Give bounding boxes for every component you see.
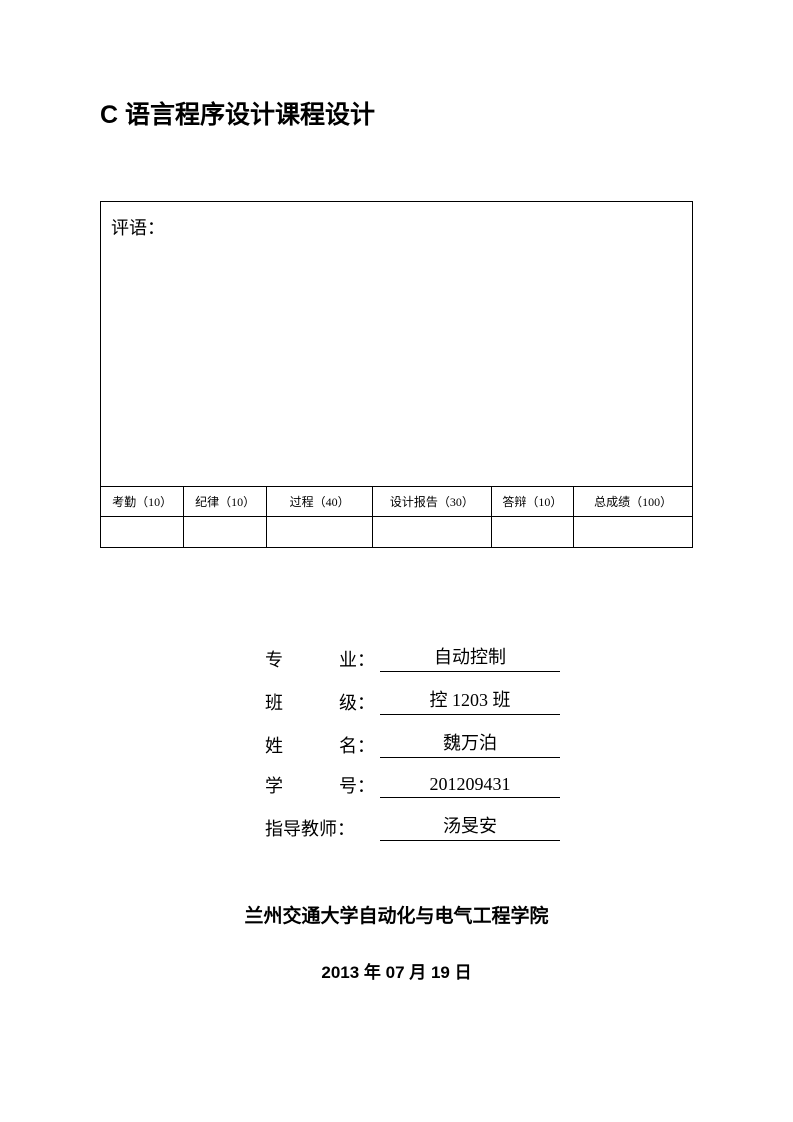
info-row: 指导教师：汤旻安 [265, 812, 693, 841]
info-label: 专业： [265, 646, 375, 672]
score-value-cell [373, 517, 491, 547]
info-value: 汤旻安 [380, 812, 560, 841]
document-date: 2013 年 07 月 19 日 [100, 958, 693, 983]
info-value: 自动控制 [380, 643, 560, 672]
comment-label: 评语： [111, 218, 165, 238]
info-value: 魏万泊 [380, 729, 560, 758]
score-value-cell [491, 517, 574, 547]
score-table: 考勤（10）纪律（10）过程（40）设计报告（30）答辩（10）总成绩（100） [101, 487, 692, 547]
score-header-cell: 纪律（10） [184, 487, 267, 517]
info-label: 学号： [265, 772, 375, 798]
info-row: 姓名：魏万泊 [265, 729, 693, 758]
score-header-cell: 考勤（10） [101, 487, 184, 517]
score-value-row [101, 517, 692, 547]
score-header-cell: 答辩（10） [491, 487, 574, 517]
score-header-cell: 总成绩（100） [574, 487, 692, 517]
score-value-cell [574, 517, 692, 547]
info-label: 姓名： [265, 732, 375, 758]
info-label: 班级： [265, 689, 375, 715]
score-header-cell: 设计报告（30） [373, 487, 491, 517]
info-row: 专业：自动控制 [265, 643, 693, 672]
score-value-cell [101, 517, 184, 547]
comment-section: 评语： [101, 202, 692, 487]
score-value-cell [184, 517, 267, 547]
info-value: 控 1203 班 [380, 686, 560, 715]
evaluation-box: 评语： 考勤（10）纪律（10）过程（40）设计报告（30）答辩（10）总成绩（… [100, 201, 693, 548]
document-title: C 语言程序设计课程设计 [100, 95, 693, 131]
score-header-row: 考勤（10）纪律（10）过程（40）设计报告（30）答辩（10）总成绩（100） [101, 487, 692, 517]
score-value-cell [266, 517, 372, 547]
info-row: 班级：控 1203 班 [265, 686, 693, 715]
school-name: 兰州交通大学自动化与电气工程学院 [100, 901, 693, 928]
info-row: 学号：201209431 [265, 772, 693, 798]
info-value: 201209431 [380, 774, 560, 798]
score-header-cell: 过程（40） [266, 487, 372, 517]
info-label: 指导教师： [265, 815, 375, 841]
info-section: 专业：自动控制班级：控 1203 班姓名：魏万泊学号：201209431指导教师… [265, 643, 693, 841]
